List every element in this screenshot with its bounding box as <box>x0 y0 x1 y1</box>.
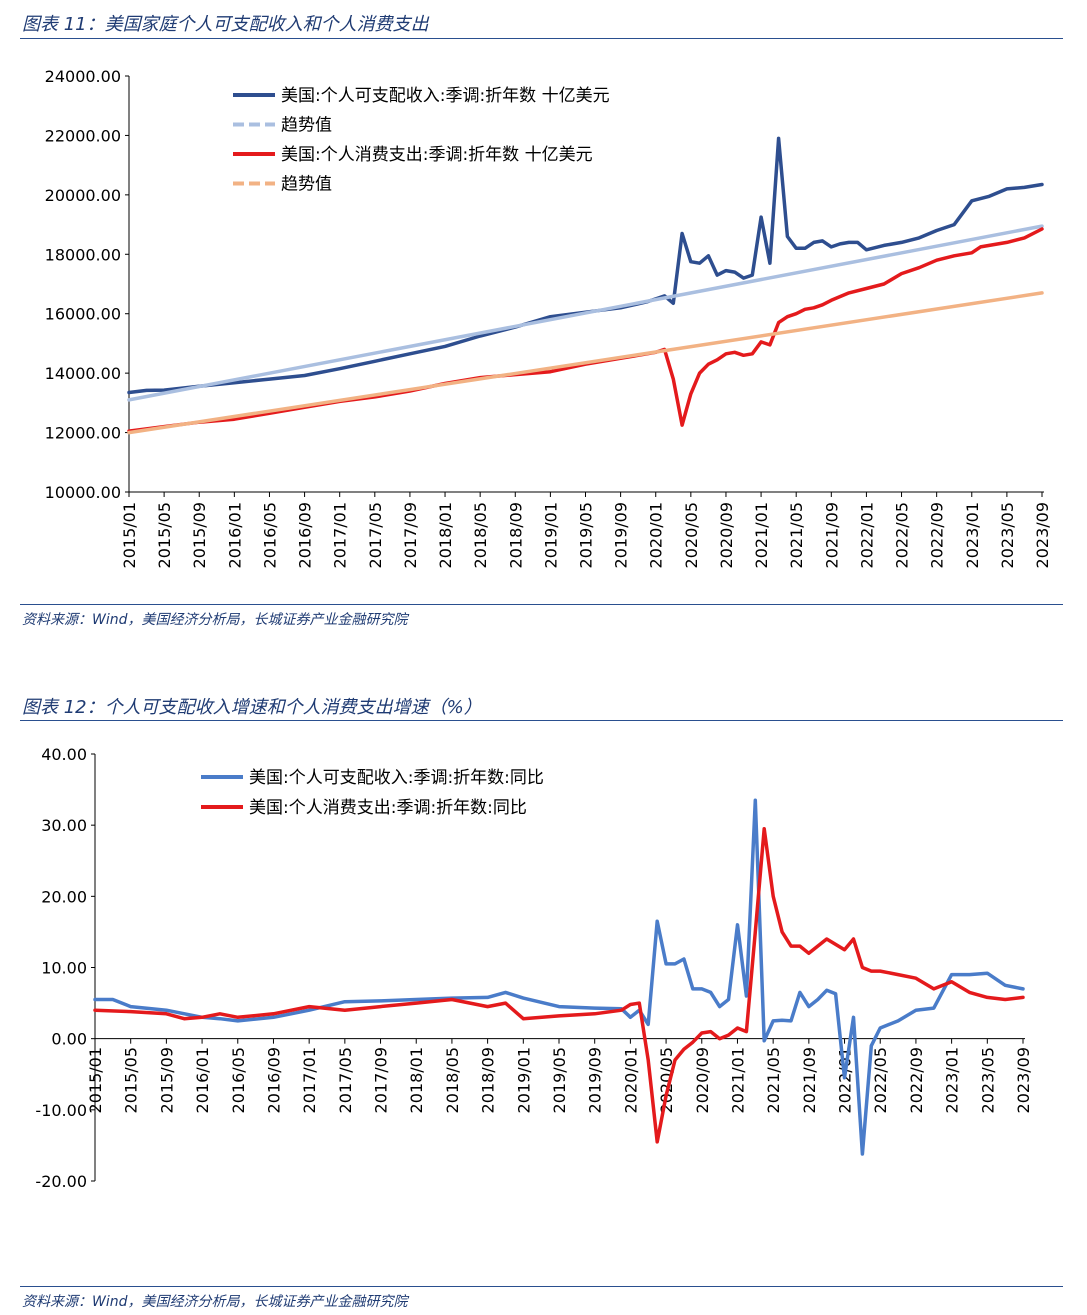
figure1-title-rule <box>20 38 1063 39</box>
chart2-x-tick-label: 2017/09 <box>372 1047 391 1113</box>
chart1-x-tick-label: 2017/01 <box>331 502 350 568</box>
chart2-y-tick-label: 40.00 <box>41 745 87 764</box>
chart2-x-tick-label: 2022/05 <box>871 1047 890 1113</box>
chart1-x-tick-label: 2016/05 <box>260 502 279 568</box>
chart2-y-tick-label: -20.00 <box>35 1172 87 1191</box>
chart1-y-tick-label: 22000.00 <box>45 126 121 145</box>
figure1-source-rule <box>20 604 1063 605</box>
chart1-series-line-3 <box>127 291 1044 435</box>
chart1-y-tick-label: 18000.00 <box>45 245 121 264</box>
chart2-x-tick-label: 2018/01 <box>407 1047 426 1113</box>
chart2-x-tick-label: 2021/05 <box>764 1047 783 1113</box>
chart1-x-tick-label: 2020/01 <box>647 502 666 568</box>
chart1-x-tick-label: 2022/01 <box>857 502 876 568</box>
chart1-x-tick-label: 2015/09 <box>190 502 209 568</box>
figure1-title: 图表 11：美国家庭个人可支配收入和个人消费支出 <box>22 14 429 35</box>
chart2-y-tick-label: -10.00 <box>35 1101 87 1120</box>
chart1-x-tick-label: 2019/05 <box>577 502 596 568</box>
figure2-title: 图表 12：个人可支配收入增速和个人消费支出增速（%） <box>22 697 482 718</box>
chart2-y-tick-label: 20.00 <box>41 887 87 906</box>
chart2-x-tick-label: 2018/05 <box>443 1047 462 1113</box>
chart2-svg: -20.00 -10.00 0.00 10.00 20.00 30.00 40.00 2015… <box>35 745 1033 1191</box>
chart1-x-tick-label: 2021/05 <box>787 502 806 568</box>
chart2-y-tick-label: 10.00 <box>41 959 87 978</box>
chart1-x-tick-label: 2017/05 <box>366 502 385 568</box>
chart1-x-tick-label: 2020/05 <box>682 502 701 568</box>
chart2-x-tick-label: 2023/09 <box>1014 1047 1033 1113</box>
chart1-x-tick-label: 2018/05 <box>471 502 490 568</box>
chart1-x-tick-label: 2019/01 <box>541 502 560 568</box>
chart1-y-tick-label: 14000.00 <box>45 364 121 383</box>
chart1-y-tick-label: 12000.00 <box>45 424 121 443</box>
chart2-x-tick-label: 2023/05 <box>978 1047 997 1113</box>
chart2-x-tick-label: 2022/09 <box>907 1047 926 1113</box>
chart1-series-line-1 <box>127 224 1044 402</box>
chart1-x-tick-label: 2020/09 <box>717 502 736 568</box>
chart2-x-tick-label: 2021/01 <box>728 1047 747 1113</box>
chart1-x-tick-label: 2023/01 <box>963 502 982 568</box>
chart2-y-tick-label: 0.00 <box>51 1030 87 1049</box>
chart2-x-tick-label: 2021/09 <box>800 1047 819 1113</box>
chart2-x-tick-label: 2017/05 <box>336 1047 355 1113</box>
chart1-x-tick-label: 2015/01 <box>120 502 139 568</box>
chart2-x-tick-label: 2017/01 <box>300 1047 319 1113</box>
chart1-x-tick-label: 2017/09 <box>401 502 420 568</box>
chart2-x-tick-label: 2023/01 <box>943 1047 962 1113</box>
figure2-title-rule <box>20 720 1063 721</box>
chart1-series-line-0 <box>127 136 1044 395</box>
chart2-series-line-0 <box>93 798 1025 1156</box>
chart1-y-tick-label: 10000.00 <box>45 483 121 502</box>
chart1-y-tick-label: 24000.00 <box>45 67 121 86</box>
chart1-x-tick-label: 2022/05 <box>893 502 912 568</box>
chart1-x-tick-label: 2016/01 <box>225 502 244 568</box>
chart2-x-tick-label: 2019/05 <box>550 1047 569 1113</box>
chart2-x-tick-label: 2016/09 <box>264 1047 283 1113</box>
chart2-x-tick-label: 2015/01 <box>86 1047 105 1113</box>
chart1-x-tick-label: 2021/01 <box>752 502 771 568</box>
chart1-x-tick-label: 2022/09 <box>928 502 947 568</box>
chart2-y-tick-label: 30.00 <box>41 816 87 835</box>
chart2-legend-label-1: 美国:个人消费支出:季调:折年数:同比 <box>249 798 527 818</box>
chart2-x-tick-label: 2016/05 <box>229 1047 248 1113</box>
chart2-x-tick-label: 2015/09 <box>157 1047 176 1113</box>
chart2-x-tick-label: 2018/09 <box>479 1047 498 1113</box>
chart1-x-tick-label: 2018/09 <box>506 502 525 568</box>
chart1-x-tick-label: 2021/09 <box>822 502 841 568</box>
figure1-source: 资料来源：Wind，美国经济分析局，长城证券产业金融研究院 <box>22 612 408 628</box>
chart1-x-tick-label: 2018/01 <box>436 502 455 568</box>
chart1-svg: 10000.00 12000.00 14000.00 16000.00 18000.00… <box>45 67 1052 568</box>
chart1-legend-label-1: 趋势值 <box>281 116 332 136</box>
chart1-y-tick-label: 20000.00 <box>45 186 121 205</box>
chart2-x-tick-label: 2015/05 <box>122 1047 141 1113</box>
chart1-legend-label-0: 美国:个人可支配收入:季调:折年数 十亿美元 <box>281 86 610 106</box>
chart1-x-tick-label: 2023/05 <box>998 502 1017 568</box>
chart2-x-tick-label: 2020/05 <box>657 1047 676 1113</box>
chart2-series-line-1 <box>93 826 1025 1144</box>
chart2-x-tick-label: 2019/09 <box>586 1047 605 1113</box>
chart1-x-tick-label: 2015/05 <box>155 502 174 568</box>
chart2-x-tick-label: 2016/01 <box>193 1047 212 1113</box>
figure2-source: 资料来源：Wind，美国经济分析局，长城证券产业金融研究院 <box>22 1294 408 1310</box>
chart1-x-tick-label: 2016/09 <box>296 502 315 568</box>
chart1-legend-label-3: 趋势值 <box>281 175 332 195</box>
chart2-x-tick-label: 2020/01 <box>621 1047 640 1113</box>
chart2-x-tick-label: 2022/01 <box>836 1047 855 1113</box>
chart1-x-tick-label: 2019/09 <box>612 502 631 568</box>
chart2-x-tick-label: 2020/09 <box>693 1047 712 1113</box>
chart1-x-tick-label: 2023/09 <box>1033 502 1052 568</box>
chart1-legend-label-2: 美国:个人消费支出:季调:折年数 十亿美元 <box>281 145 593 165</box>
chart2-x-tick-label: 2019/01 <box>514 1047 533 1113</box>
chart1-y-tick-label: 16000.00 <box>45 305 121 324</box>
figure2-source-rule <box>20 1286 1063 1287</box>
chart1-series-line-2 <box>127 227 1044 433</box>
chart2-legend-label-0: 美国:个人可支配收入:季调:折年数:同比 <box>249 768 544 788</box>
